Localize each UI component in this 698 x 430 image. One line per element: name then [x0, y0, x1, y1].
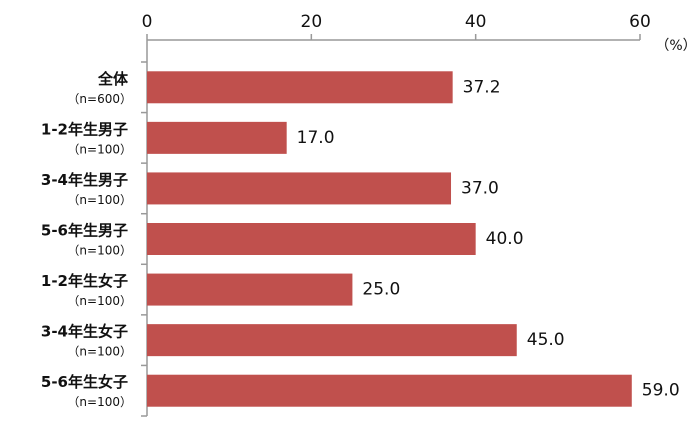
x-unit: （%）: [655, 38, 696, 54]
category-label: 3-4年生女子: [41, 323, 128, 341]
x-tick-label: 60: [629, 12, 651, 32]
category-label: 5-6年生男子: [41, 222, 128, 240]
sample-size: （n=100）: [67, 294, 132, 308]
x-tick-label: 20: [301, 12, 323, 32]
category-label: 1-2年生男子: [41, 120, 128, 138]
bar: [147, 273, 353, 306]
sample-size: （n=100）: [67, 142, 132, 156]
sample-size: （n=100）: [67, 395, 132, 409]
category-label: 3-4年生男子: [41, 171, 128, 189]
value-label: 17.0: [297, 128, 335, 148]
bar: [147, 71, 453, 104]
value-label: 45.0: [527, 330, 565, 350]
value-label: 37.0: [461, 178, 499, 198]
value-label: 25.0: [362, 280, 400, 300]
value-label: 59.0: [642, 381, 680, 401]
sample-size: （n=600）: [67, 92, 132, 106]
bar: [147, 324, 517, 357]
sample-size: （n=100）: [67, 244, 132, 258]
category-label: 5-6年生女子: [41, 373, 128, 391]
x-tick-label: 40: [465, 12, 487, 32]
bar: [147, 172, 452, 205]
bar: [147, 374, 632, 407]
sample-size: （n=100）: [67, 193, 132, 207]
category-label: 全体: [97, 70, 129, 88]
value-label: 37.2: [463, 77, 501, 97]
x-tick-label: 0: [142, 12, 153, 32]
category-label: 1-2年生女子: [41, 272, 128, 290]
value-label: 40.0: [486, 229, 524, 249]
sample-size: （n=100）: [67, 345, 132, 359]
bar: [147, 121, 287, 154]
bar: [147, 223, 476, 255]
